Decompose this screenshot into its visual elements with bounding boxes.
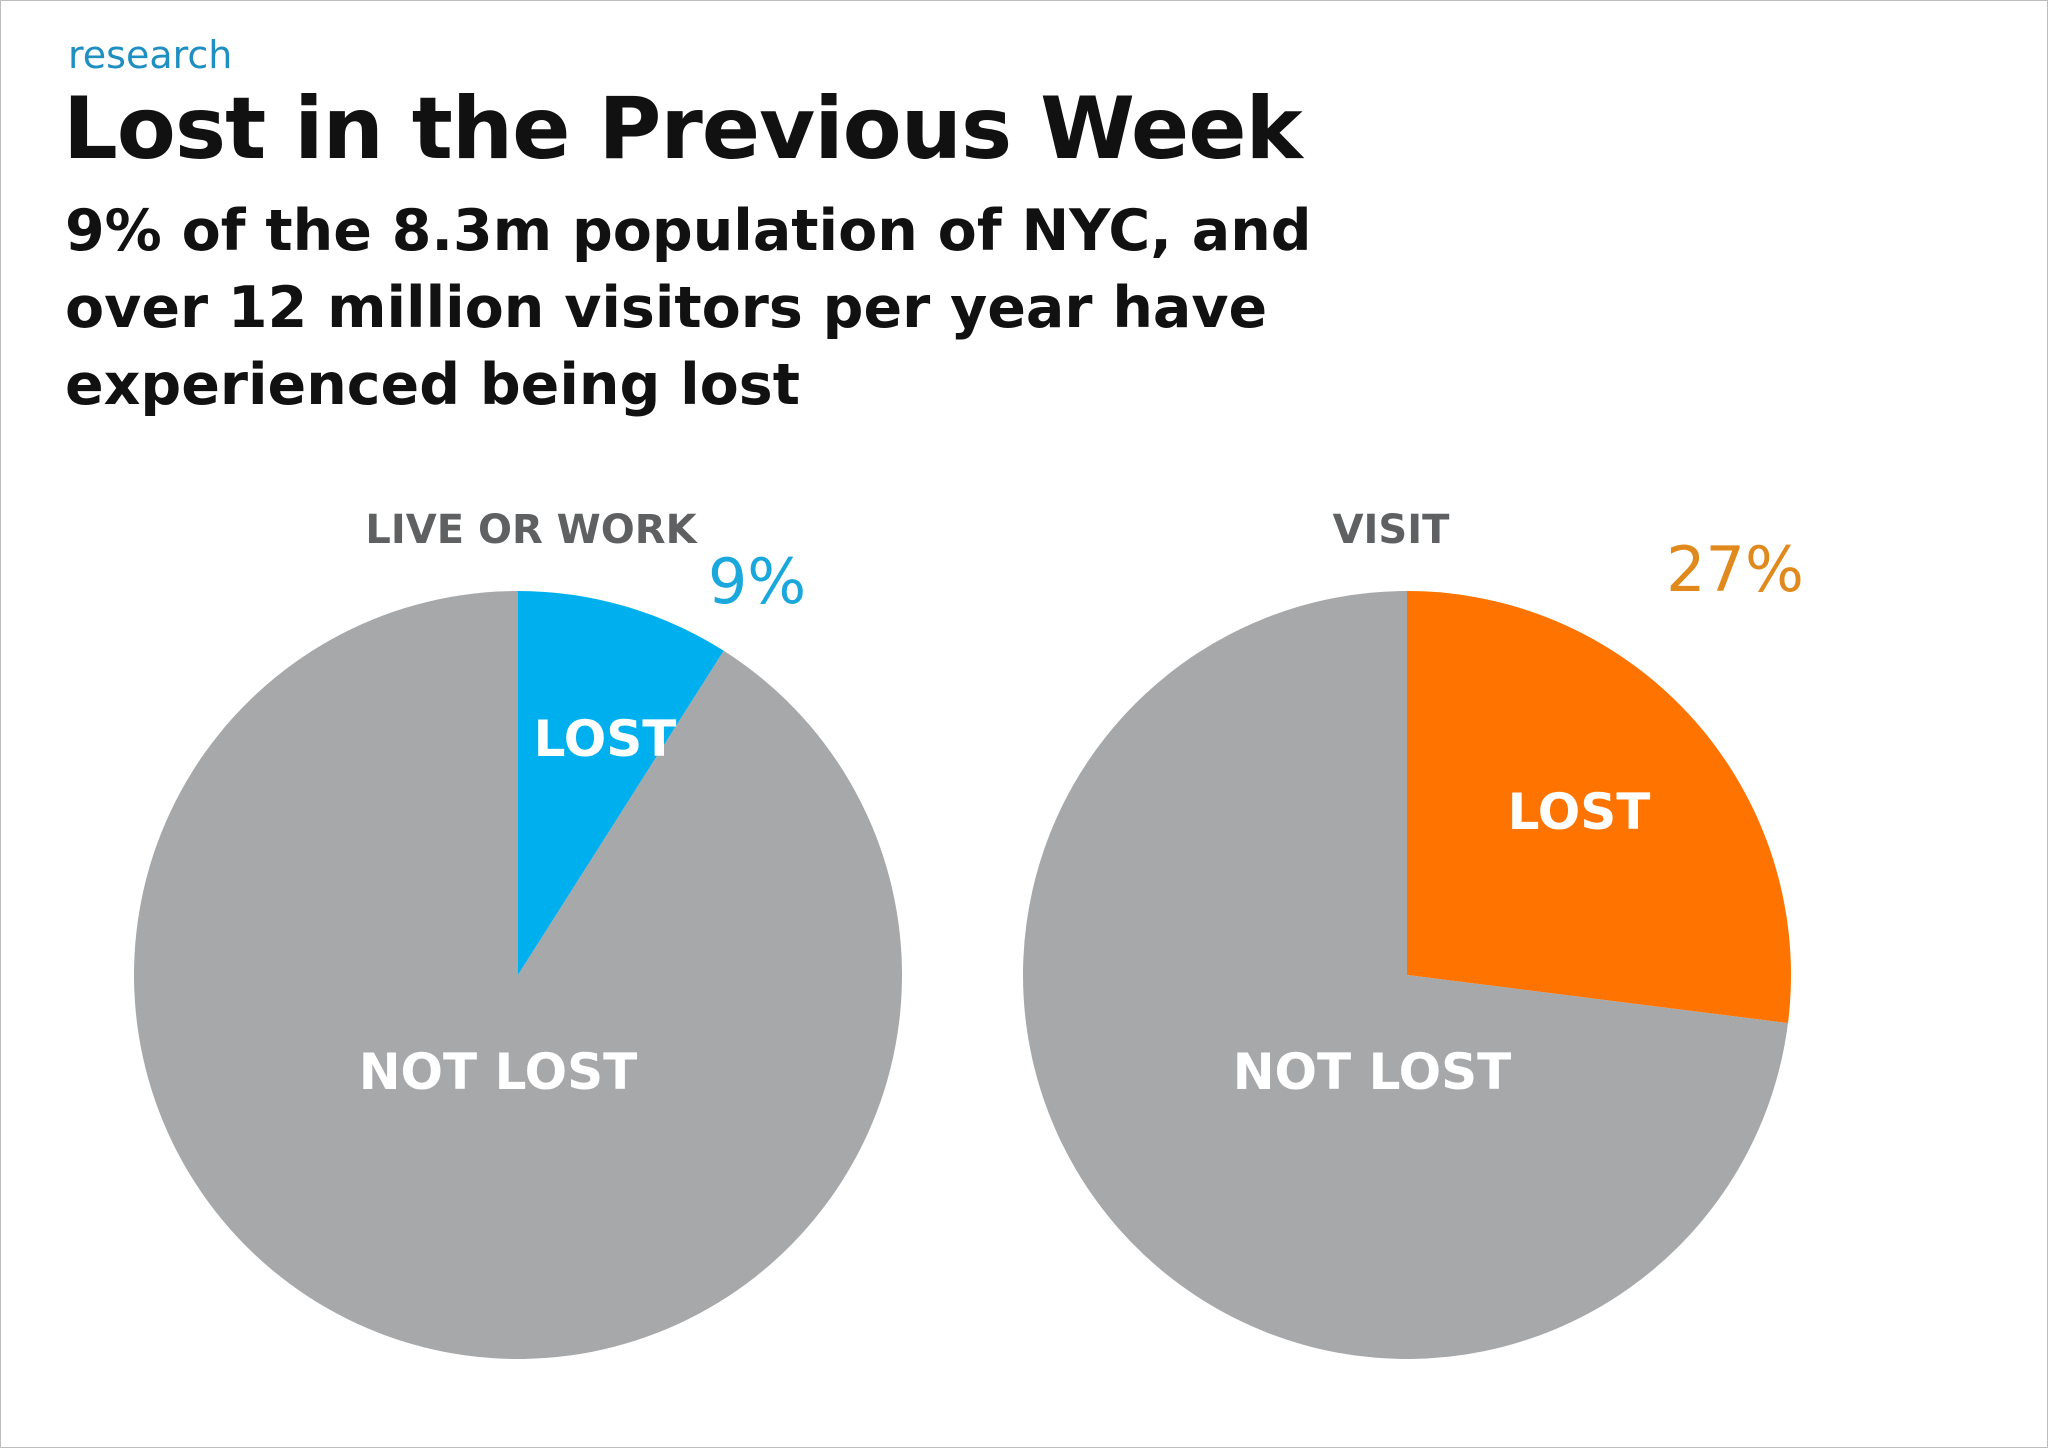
- slice-label-lost: LOST: [1508, 783, 1651, 841]
- lost-percentage-label: 27%: [1666, 533, 1804, 606]
- section-label: research: [68, 33, 233, 77]
- lost-percentage-label: 9%: [708, 545, 806, 618]
- page-subtitle: 9% of the 8.3m population of NYC, and ov…: [65, 198, 1312, 418]
- page-title: Lost in the Previous Week: [63, 79, 1303, 179]
- pie-chart-visit: LOST NOT LOST VISIT 27%: [1022, 507, 1804, 1359]
- slice-label-lost: LOST: [534, 710, 677, 768]
- slice-label-not-lost: NOT LOST: [1233, 1043, 1512, 1101]
- pie-slice-not-lost: [1022, 591, 1788, 1359]
- pie-title: LIVE OR WORK: [365, 507, 698, 553]
- pie-title: VISIT: [1333, 507, 1451, 553]
- pie-slice-lost: [1407, 591, 1791, 1024]
- pie-slice-lost: [518, 591, 724, 975]
- pie-slice-not-lost: [133, 591, 902, 1359]
- slice-label-not-lost: NOT LOST: [359, 1043, 638, 1101]
